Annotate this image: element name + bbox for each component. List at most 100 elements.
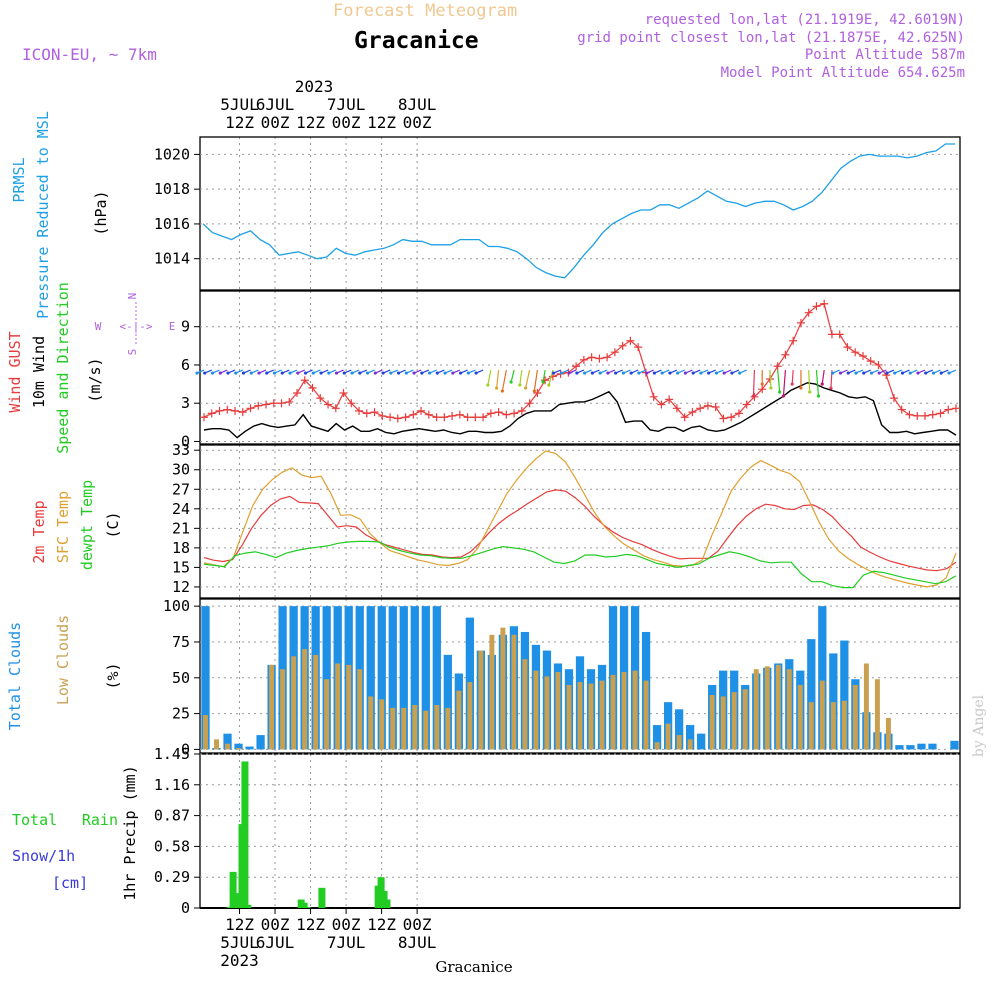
wind-direction-arrow — [621, 369, 631, 375]
wind-direction-arrow — [869, 369, 879, 375]
wind-direction-arrow — [683, 369, 693, 375]
gust-marker — [827, 330, 836, 339]
top-hour-label: 12Z — [367, 113, 396, 132]
arrow-head — [916, 371, 920, 375]
wind-direction-arrow — [614, 369, 623, 375]
wind-direction-arrow — [831, 369, 840, 375]
wind-direction-arrow — [280, 369, 290, 375]
total-cloud-bar — [807, 639, 816, 750]
wind-direction-arrow — [532, 369, 538, 393]
y-tick-label: 50 — [172, 669, 190, 687]
wind-direction-arrow — [652, 369, 662, 375]
total-cloud-bar — [818, 606, 827, 750]
gust-marker — [734, 409, 743, 418]
low-cloud-bar — [467, 682, 473, 750]
wind-direction-arrow — [458, 369, 468, 375]
gust-marker — [494, 408, 503, 417]
y-tick-label: 18 — [172, 539, 190, 557]
low-cloud-bar — [302, 649, 308, 750]
arrow-head — [707, 371, 711, 375]
gust-marker — [533, 389, 542, 397]
total-cloud-bar — [443, 654, 452, 750]
low-cloud-bar — [511, 634, 517, 750]
wind-direction-arrow — [288, 369, 298, 375]
wind-direction-arrow — [846, 369, 856, 375]
wind-direction-arrow — [373, 369, 383, 375]
arrow-head — [846, 371, 850, 375]
temp-dewpoint-line — [203, 540, 957, 589]
wind-direction-arrow — [466, 369, 476, 375]
wind-direction-arrow — [342, 369, 352, 375]
gust-marker — [789, 336, 798, 345]
low-cloud-bar — [214, 739, 219, 750]
total-cloud-bar — [652, 725, 662, 750]
compass-w: W — [95, 320, 102, 333]
low-cloud-bar — [533, 670, 539, 750]
low-cloud-bar — [775, 664, 781, 750]
arrow-head — [722, 371, 726, 375]
wind-direction-arrow — [790, 370, 794, 386]
model-name: ICON-EU, ~ 7km — [22, 45, 157, 64]
arrow-head — [443, 371, 447, 375]
wind-direction-arrow — [404, 369, 414, 375]
y-tick-label: 6 — [181, 356, 190, 374]
arrow-head — [862, 371, 866, 375]
arrow-head — [427, 371, 432, 375]
wind-direction-arrow — [808, 370, 812, 394]
low-cloud-bar — [599, 680, 605, 750]
gust-marker — [719, 414, 728, 423]
wind-direction-arrow — [931, 369, 941, 375]
wind-direction-arrow — [567, 369, 577, 375]
arrow-shaft — [496, 369, 500, 389]
arrow-head — [885, 371, 889, 375]
wind-direction-arrow — [389, 369, 399, 375]
precip-unit-label: 1hr Precip (mm) — [121, 765, 139, 900]
arrow-head — [583, 371, 587, 375]
gust-marker — [440, 413, 449, 422]
arrow-head — [435, 371, 439, 375]
gust-marker — [324, 400, 333, 409]
wind-gust-line — [203, 303, 957, 420]
arrow-head — [532, 389, 536, 393]
y-tick-label: 75 — [172, 633, 190, 651]
total-cloud-bar — [895, 745, 904, 750]
compass-e: E — [169, 320, 176, 333]
arrow-head — [820, 382, 824, 386]
arrow-head — [637, 371, 641, 375]
low-cloud-bar — [720, 696, 726, 750]
low-cloud-bar — [786, 669, 792, 750]
arrow-head — [249, 371, 253, 375]
pressure-msl-label: Pressure Reduced to MSL — [34, 111, 52, 319]
wind-direction-arrow — [908, 369, 918, 375]
arrow-head — [500, 389, 504, 393]
compass-n: N — [126, 293, 139, 300]
wind-direction-arrow — [877, 369, 887, 375]
wind-direction-arrow — [358, 369, 368, 375]
low-cloud-bar — [830, 702, 836, 750]
wind-direction-arrow — [820, 369, 825, 386]
low-cloud-bar — [489, 634, 495, 750]
arrow-head — [931, 371, 936, 375]
total-cloud-bar — [366, 606, 375, 750]
gust-marker — [742, 400, 751, 409]
gust-marker — [727, 413, 736, 422]
low-cloud-bar — [269, 664, 275, 750]
total-cloud-bar — [399, 606, 408, 750]
gridpoint-coords: grid point closest lon,lat (21.1875E, 42… — [577, 30, 965, 46]
wind-direction-arrow — [637, 369, 647, 375]
wind-direction-arrow — [552, 369, 561, 375]
gust-marker — [347, 399, 356, 408]
arrow-head — [645, 371, 649, 375]
arrow-head — [466, 371, 470, 375]
arrow-head — [389, 371, 393, 375]
gust-marker — [386, 413, 395, 422]
wind-direction-arrow — [234, 369, 243, 375]
wind-direction-arrow — [900, 369, 910, 375]
wind-frame — [199, 290, 961, 445]
arrow-shaft — [777, 369, 781, 393]
arrow-shaft — [525, 369, 531, 389]
gust-marker — [424, 410, 433, 419]
gust-marker — [680, 413, 689, 422]
top-hour-label: 00Z — [261, 113, 290, 132]
bottom-date-label: 5JUL — [220, 933, 259, 952]
